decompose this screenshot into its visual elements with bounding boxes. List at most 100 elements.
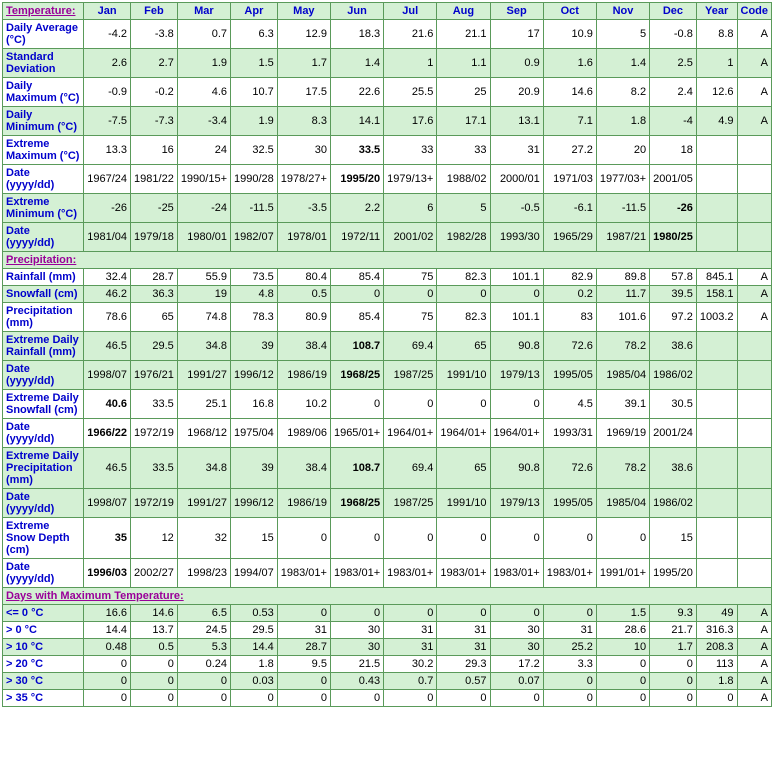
data-cell: 38.4 xyxy=(277,332,330,361)
column-header: Code xyxy=(737,3,772,20)
data-cell: 83 xyxy=(543,303,596,332)
data-cell: 0 xyxy=(330,605,383,622)
data-cell: 0 xyxy=(177,673,230,690)
data-cell: 0 xyxy=(650,673,697,690)
data-cell: -25 xyxy=(131,194,178,223)
data-cell: Daily Average (°C) xyxy=(3,20,84,49)
data-cell: 69.4 xyxy=(384,448,437,489)
data-cell: 0 xyxy=(437,690,490,707)
data-cell xyxy=(737,332,772,361)
data-cell: 25.1 xyxy=(177,390,230,419)
data-cell: 17.1 xyxy=(437,107,490,136)
column-header: Apr xyxy=(231,3,278,20)
data-cell: 0 xyxy=(490,605,543,622)
data-cell: A xyxy=(737,690,772,707)
data-cell: 1.8 xyxy=(231,656,278,673)
data-cell xyxy=(696,489,737,518)
data-cell: 14.6 xyxy=(131,605,178,622)
data-cell: 1982/28 xyxy=(437,223,490,252)
data-cell: 49 xyxy=(696,605,737,622)
data-cell: 10.9 xyxy=(543,20,596,49)
data-cell: Date (yyyy/dd) xyxy=(3,559,84,588)
data-cell: 1981/22 xyxy=(131,165,178,194)
data-cell: 0 xyxy=(437,518,490,559)
data-cell: 0 xyxy=(277,518,330,559)
data-cell: 30 xyxy=(330,639,383,656)
data-cell: Date (yyyy/dd) xyxy=(3,361,84,390)
data-cell: 1998/07 xyxy=(84,489,131,518)
data-cell: > 10 °C xyxy=(3,639,84,656)
data-cell: 1979/13 xyxy=(490,361,543,390)
data-cell: 16.6 xyxy=(84,605,131,622)
data-cell: 69.4 xyxy=(384,332,437,361)
data-cell: 1986/19 xyxy=(277,489,330,518)
data-cell: 1968/12 xyxy=(177,419,230,448)
data-cell: -0.8 xyxy=(650,20,697,49)
data-cell: 5.3 xyxy=(177,639,230,656)
data-cell: 1980/01 xyxy=(177,223,230,252)
data-cell: 1964/01+ xyxy=(384,419,437,448)
column-header: Dec xyxy=(650,3,697,20)
data-cell: -6.1 xyxy=(543,194,596,223)
data-cell: 16.8 xyxy=(231,390,278,419)
data-cell: 33.5 xyxy=(330,136,383,165)
data-cell: 31 xyxy=(277,622,330,639)
data-cell: A xyxy=(737,78,772,107)
data-cell xyxy=(696,194,737,223)
data-cell: 31 xyxy=(437,622,490,639)
data-cell: 1.7 xyxy=(277,49,330,78)
data-cell: A xyxy=(737,269,772,286)
data-cell xyxy=(696,419,737,448)
data-cell: Extreme Daily Rainfall (mm) xyxy=(3,332,84,361)
data-cell: 31 xyxy=(490,136,543,165)
data-cell: 1985/04 xyxy=(596,489,649,518)
data-cell xyxy=(696,448,737,489)
data-cell: 1.4 xyxy=(330,49,383,78)
data-cell: 25.5 xyxy=(384,78,437,107)
data-cell: 0.9 xyxy=(490,49,543,78)
data-cell: 78.2 xyxy=(596,448,649,489)
data-cell: A xyxy=(737,673,772,690)
section-header: Precipitation: xyxy=(3,252,772,269)
data-cell: 29.5 xyxy=(131,332,178,361)
data-cell: 25 xyxy=(437,78,490,107)
data-cell: 1987/21 xyxy=(596,223,649,252)
data-cell: 73.5 xyxy=(231,269,278,286)
data-cell: 0 xyxy=(131,690,178,707)
data-cell: 46.5 xyxy=(84,448,131,489)
data-cell: 20 xyxy=(596,136,649,165)
column-header: Feb xyxy=(131,3,178,20)
data-cell: 2.5 xyxy=(650,49,697,78)
data-cell: 1983/01+ xyxy=(277,559,330,588)
data-cell: 8.8 xyxy=(696,20,737,49)
data-cell: 1985/04 xyxy=(596,361,649,390)
data-cell: 0 xyxy=(650,656,697,673)
data-cell: 0 xyxy=(84,673,131,690)
data-cell: A xyxy=(737,622,772,639)
data-cell: 30.2 xyxy=(384,656,437,673)
data-cell: 1977/03+ xyxy=(596,165,649,194)
data-cell: 2000/01 xyxy=(490,165,543,194)
data-cell: 1988/02 xyxy=(437,165,490,194)
data-cell xyxy=(737,165,772,194)
data-cell: <= 0 °C xyxy=(3,605,84,622)
data-cell: A xyxy=(737,286,772,303)
data-cell: 32 xyxy=(177,518,230,559)
data-cell: 15 xyxy=(231,518,278,559)
data-cell: 845.1 xyxy=(696,269,737,286)
data-cell: 1969/19 xyxy=(596,419,649,448)
data-cell: 46.5 xyxy=(84,332,131,361)
data-cell: 2.4 xyxy=(650,78,697,107)
data-cell: 1.4 xyxy=(596,49,649,78)
data-cell: 0 xyxy=(490,518,543,559)
data-cell: 19 xyxy=(177,286,230,303)
data-cell: 90.8 xyxy=(490,332,543,361)
data-cell: 18 xyxy=(650,136,697,165)
data-cell: 6 xyxy=(384,194,437,223)
data-cell: -26 xyxy=(650,194,697,223)
data-cell: 1.5 xyxy=(596,605,649,622)
data-cell: 15 xyxy=(650,518,697,559)
data-cell: 29.3 xyxy=(437,656,490,673)
data-cell: 46.2 xyxy=(84,286,131,303)
data-cell: 2.2 xyxy=(330,194,383,223)
